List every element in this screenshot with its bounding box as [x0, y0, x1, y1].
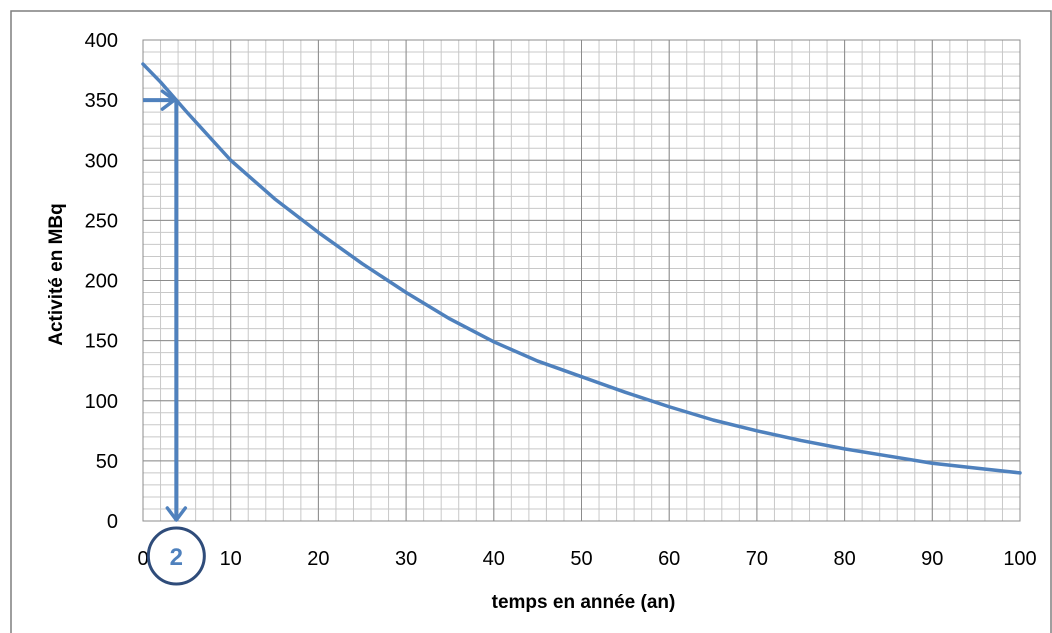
x-tick-label: 90 [921, 548, 943, 570]
x-tick-label: 60 [658, 548, 680, 570]
reading-circle [146, 526, 206, 586]
y-tick-label: 100 [85, 391, 118, 413]
y-tick-label: 150 [85, 331, 118, 353]
x-tick-label: 70 [746, 548, 768, 570]
y-tick-label: 250 [85, 210, 118, 232]
y-tick-label: 200 [85, 271, 118, 293]
reading-annotation: 2 [143, 89, 206, 586]
y-tick-label: 50 [96, 451, 118, 473]
reading-value-label: 2 [170, 544, 183, 571]
chart-frame [10, 10, 1052, 633]
x-tick-label: 50 [570, 548, 592, 570]
x-tick-label: 10 [220, 548, 242, 570]
y-tick-label: 0 [107, 511, 118, 533]
x-tick-label: 0 [137, 548, 148, 570]
plot-area-border [142, 39, 1021, 522]
y-tick-label: 300 [85, 150, 118, 172]
x-tick-label: 20 [307, 548, 329, 570]
x-tick-label: 80 [833, 548, 855, 570]
series-line [141, 62, 1022, 475]
y-tick-label: 350 [85, 90, 118, 112]
y-axis-title: Activité en MBq [46, 203, 67, 346]
y-axis-ticks: 0 50 100 150 200 250 300 350 400 [85, 30, 118, 533]
major-gridlines [142, 39, 1021, 522]
x-tick-label: 100 [1003, 548, 1036, 570]
x-tick-label: 40 [483, 548, 505, 570]
x-axis-title: temps en année (an) [492, 592, 676, 613]
y-tick-label: 400 [85, 30, 118, 52]
x-axis-ticks: 0 10 20 30 40 50 60 70 80 90 100 [137, 548, 1036, 570]
x-tick-label: 30 [395, 548, 417, 570]
vertical-arrowhead [165, 506, 188, 522]
